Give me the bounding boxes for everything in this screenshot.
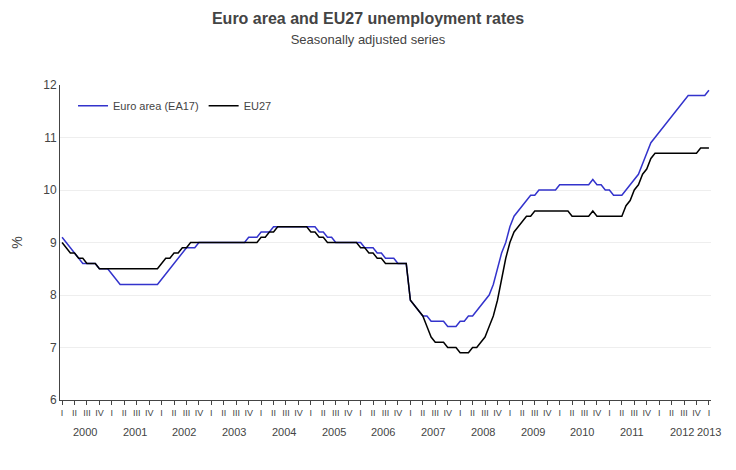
svg-text:10: 10 xyxy=(43,183,57,197)
svg-text:II: II xyxy=(570,408,575,418)
svg-text:I: I xyxy=(708,408,711,418)
svg-text:II: II xyxy=(669,408,674,418)
svg-text:III: III xyxy=(581,408,589,418)
svg-text:I: I xyxy=(459,408,462,418)
svg-text:2013: 2013 xyxy=(697,426,721,438)
svg-text:I: I xyxy=(160,408,163,418)
svg-text:2002: 2002 xyxy=(172,426,196,438)
svg-text:III: III xyxy=(83,408,91,418)
svg-text:II: II xyxy=(72,408,77,418)
svg-text:I: I xyxy=(310,408,313,418)
svg-text:III: III xyxy=(382,408,390,418)
svg-text:IV: IV xyxy=(244,408,253,418)
svg-text:2006: 2006 xyxy=(371,426,395,438)
svg-text:IV: IV xyxy=(195,408,204,418)
svg-text:IV: IV xyxy=(493,408,502,418)
svg-text:II: II xyxy=(271,408,276,418)
svg-text:I: I xyxy=(658,408,661,418)
svg-text:I: I xyxy=(359,408,362,418)
svg-text:II: II xyxy=(321,408,326,418)
svg-text:EU27: EU27 xyxy=(244,100,272,112)
svg-text:III: III xyxy=(282,408,290,418)
svg-text:IV: IV xyxy=(692,408,701,418)
svg-text:II: II xyxy=(520,408,525,418)
svg-text:2008: 2008 xyxy=(471,426,495,438)
svg-text:2007: 2007 xyxy=(421,426,445,438)
svg-text:III: III xyxy=(631,408,639,418)
svg-text:I: I xyxy=(608,408,611,418)
svg-text:III: III xyxy=(531,408,539,418)
svg-text:I: I xyxy=(111,408,114,418)
svg-text:2003: 2003 xyxy=(222,426,246,438)
svg-text:I: I xyxy=(509,408,512,418)
svg-text:IV: IV xyxy=(642,408,651,418)
svg-text:III: III xyxy=(133,408,141,418)
svg-text:6: 6 xyxy=(50,393,57,407)
svg-text:8: 8 xyxy=(50,288,57,302)
svg-text:I: I xyxy=(409,408,412,418)
svg-text:IV: IV xyxy=(145,408,154,418)
svg-text:II: II xyxy=(470,408,475,418)
svg-text:2011: 2011 xyxy=(620,426,644,438)
svg-text:IV: IV xyxy=(394,408,403,418)
svg-text:Euro area and EU27 unemploymen: Euro area and EU27 unemployment ratesSea… xyxy=(212,10,524,48)
svg-text:III: III xyxy=(432,408,440,418)
svg-text:IV: IV xyxy=(543,408,552,418)
svg-text:II: II xyxy=(172,408,177,418)
svg-text:2005: 2005 xyxy=(322,426,346,438)
svg-text:7: 7 xyxy=(50,341,57,355)
svg-text:II: II xyxy=(371,408,376,418)
svg-text:II: II xyxy=(420,408,425,418)
svg-text:IV: IV xyxy=(95,408,104,418)
svg-text:12: 12 xyxy=(43,78,57,92)
svg-text:I: I xyxy=(210,408,213,418)
svg-text:2012: 2012 xyxy=(670,426,694,438)
svg-text:I: I xyxy=(558,408,561,418)
svg-text:IV: IV xyxy=(443,408,452,418)
svg-text:IV: IV xyxy=(344,408,353,418)
svg-text:Euro area (EA17): Euro area (EA17) xyxy=(113,100,199,112)
svg-text:2010: 2010 xyxy=(570,426,594,438)
svg-text:%: % xyxy=(9,236,25,248)
svg-text:I: I xyxy=(260,408,263,418)
svg-text:2001: 2001 xyxy=(123,426,147,438)
svg-text:2000: 2000 xyxy=(73,426,97,438)
svg-text:11: 11 xyxy=(44,131,57,145)
svg-text:I: I xyxy=(61,408,64,418)
svg-text:2004: 2004 xyxy=(272,426,296,438)
svg-text:III: III xyxy=(481,408,489,418)
svg-text:III: III xyxy=(183,408,191,418)
svg-text:II: II xyxy=(619,408,624,418)
svg-text:IV: IV xyxy=(593,408,602,418)
svg-text:IV: IV xyxy=(294,408,303,418)
svg-text:III: III xyxy=(232,408,240,418)
svg-text:II: II xyxy=(122,408,127,418)
svg-text:III: III xyxy=(680,408,688,418)
svg-text:II: II xyxy=(221,408,226,418)
svg-text:III: III xyxy=(332,408,340,418)
svg-text:2009: 2009 xyxy=(521,426,545,438)
svg-text:9: 9 xyxy=(50,236,57,250)
